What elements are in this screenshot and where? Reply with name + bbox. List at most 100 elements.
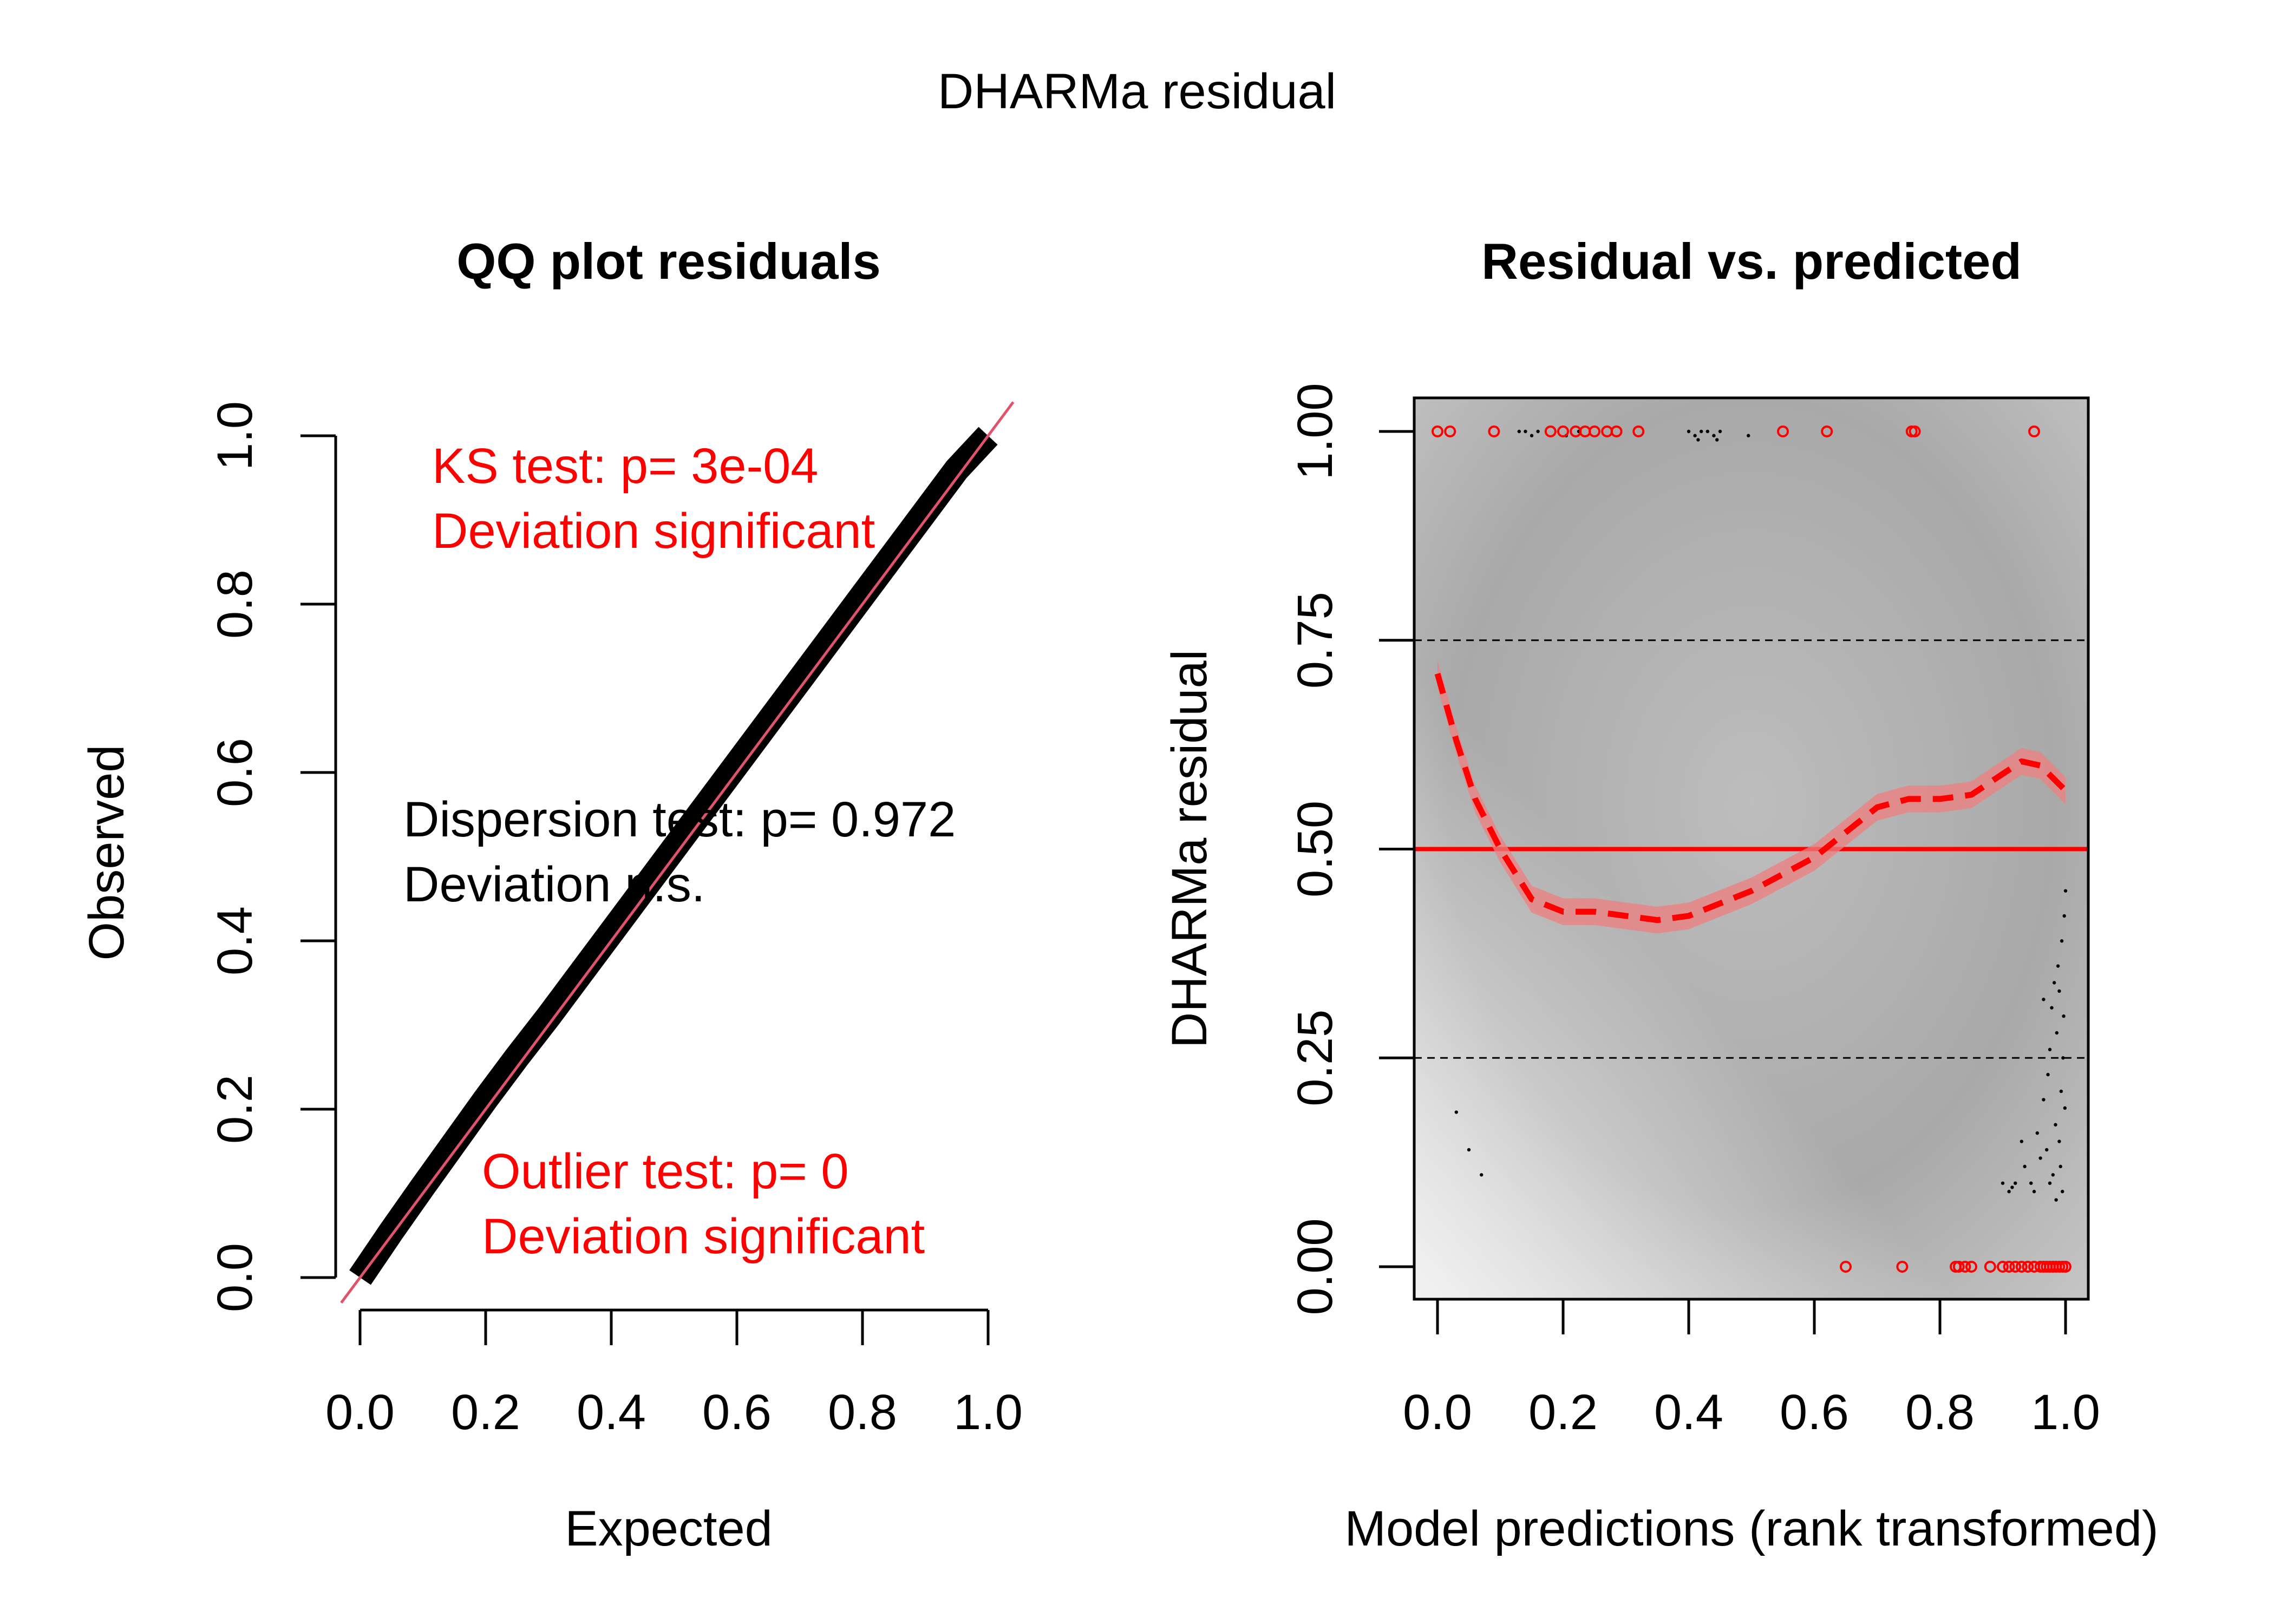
qq-x-axis: 0.0 0.2 0.4 0.6 0.8 1.0 bbox=[325, 1308, 1023, 1440]
residual-point bbox=[2032, 1189, 2036, 1194]
smooth-quantile-line bbox=[1434, 673, 2068, 924]
qq-y-tick-label: 0.8 bbox=[207, 569, 263, 639]
outlier-point-bottom bbox=[1984, 1261, 1996, 1273]
residual-point bbox=[2014, 1181, 2017, 1185]
outlier-point-bottom bbox=[1997, 1261, 2009, 1273]
residual-point bbox=[1517, 429, 1521, 434]
outlier-point-bottom bbox=[2003, 1261, 2015, 1273]
residual-y-tick-label: 0.75 bbox=[1288, 592, 1343, 689]
residual-point bbox=[2059, 1164, 2062, 1169]
residual-point bbox=[2056, 964, 2060, 968]
outlier-point-bottom bbox=[2022, 1261, 2034, 1273]
residual-title: Residual vs. predicted bbox=[1481, 233, 2022, 290]
qq-x-tick-label: 0.4 bbox=[577, 1385, 646, 1440]
residual-point bbox=[2059, 1089, 2063, 1093]
qq-x-label: Expected bbox=[565, 1501, 773, 1556]
residual-point bbox=[2010, 1186, 2014, 1189]
residual-point bbox=[1693, 434, 1697, 437]
residual-point bbox=[1696, 438, 1700, 442]
residual-point bbox=[2020, 1140, 2023, 1143]
outlier-point-top bbox=[1632, 425, 1645, 437]
residual-point bbox=[2061, 1189, 2064, 1194]
residual-point bbox=[2063, 1106, 2067, 1110]
outlier-point-bottom bbox=[2060, 1261, 2072, 1273]
qq-x-tick-label: 0.2 bbox=[451, 1385, 520, 1440]
qq-y-tick-label: 0.2 bbox=[207, 1075, 263, 1144]
residual-y-label: DHARMa residual bbox=[1162, 650, 1217, 1048]
residual-point bbox=[2062, 1014, 2066, 1018]
residual-point bbox=[2052, 981, 2056, 985]
residual-point bbox=[2062, 914, 2066, 918]
residual-point bbox=[2048, 1047, 2052, 1052]
residual-point bbox=[2045, 1148, 2049, 1152]
qq-title: QQ plot residuals bbox=[456, 233, 881, 290]
residual-point bbox=[1454, 1110, 1458, 1114]
residual-y-tick-label: 0.50 bbox=[1288, 801, 1343, 898]
ks-deviation-text: Deviation significant bbox=[432, 503, 875, 559]
residual-x-tick-label: 0.8 bbox=[1905, 1385, 1975, 1440]
residual-point bbox=[2055, 1031, 2059, 1035]
qq-x-tick-label: 0.6 bbox=[702, 1385, 772, 1440]
outlier-point-top bbox=[1589, 425, 1600, 437]
residual-point bbox=[1467, 1148, 1471, 1152]
outlier-point-bottom bbox=[2015, 1261, 2028, 1273]
qq-y-axis: 0.0 0.2 0.4 0.6 0.8 1.0 bbox=[207, 401, 337, 1312]
residual-point bbox=[2057, 1140, 2061, 1143]
outlier-test-text: Outlier test: p= 0 bbox=[482, 1144, 849, 1199]
residual-panel: Residual vs. predicted 0.0 0.2 0.4 0.6 0.8 1.… bbox=[1162, 233, 2159, 1556]
residual-point bbox=[1712, 434, 1716, 437]
dispersion-deviation-text: Deviation n.s. bbox=[403, 857, 705, 912]
residual-point bbox=[1480, 1173, 1484, 1177]
residual-point bbox=[2023, 1164, 2027, 1169]
residual-point bbox=[2029, 1181, 2033, 1185]
outlier-point-bottom bbox=[1840, 1261, 1852, 1273]
residual-point bbox=[2038, 1156, 2042, 1160]
residual-x-tick-label: 0.6 bbox=[1780, 1385, 1849, 1440]
residual-point bbox=[2057, 989, 2061, 993]
residual-x-tick-label: 0.0 bbox=[1403, 1385, 1472, 1440]
outlier-point-bottom bbox=[1896, 1261, 1909, 1273]
residual-point bbox=[2001, 1181, 2005, 1185]
residual-point bbox=[2046, 1072, 2050, 1077]
qq-y-tick-label: 0.6 bbox=[207, 738, 263, 807]
residual-point bbox=[1536, 429, 1540, 434]
residual-point bbox=[1747, 434, 1750, 437]
residual-point bbox=[2061, 1056, 2065, 1060]
residual-x-tick-label: 1.0 bbox=[2031, 1385, 2100, 1440]
outlier-point-top bbox=[1557, 425, 1569, 437]
qq-y-tick-label: 1.0 bbox=[207, 401, 263, 470]
residual-x-axis: 0.0 0.2 0.4 0.6 0.8 1.0 bbox=[1403, 1298, 2100, 1440]
outlier-point-top bbox=[1821, 425, 1833, 437]
residual-point bbox=[2035, 1131, 2039, 1135]
residual-point bbox=[2060, 939, 2064, 943]
dispersion-test-text: Dispersion test: p= 0.972 bbox=[403, 792, 956, 847]
dispersion-annotation: Dispersion test: p= 0.972 Deviation n.s. bbox=[403, 792, 956, 912]
residual-point bbox=[1524, 429, 1527, 434]
residual-point bbox=[1700, 429, 1703, 434]
outlier-point-bottom bbox=[1952, 1261, 1965, 1273]
qq-y-tick-label: 0.4 bbox=[207, 906, 263, 975]
residual-point bbox=[1718, 429, 1722, 434]
outlier-point-bottom bbox=[1959, 1261, 1971, 1273]
residual-point bbox=[2054, 1123, 2057, 1127]
residual-point bbox=[2007, 1189, 2011, 1194]
residual-point bbox=[2063, 889, 2068, 893]
residual-point bbox=[2051, 1173, 2055, 1177]
residual-point bbox=[1715, 438, 1719, 442]
outlier-deviation-text: Deviation significant bbox=[482, 1209, 925, 1264]
qq-x-tick-label: 0.8 bbox=[828, 1385, 897, 1440]
outlier-point-top bbox=[1432, 425, 1443, 437]
qq-plot-area bbox=[340, 401, 1015, 1304]
residual-x-tick-label: 0.4 bbox=[1654, 1385, 1723, 1440]
residual-x-tick-label: 0.2 bbox=[1528, 1385, 1598, 1440]
outlier-point-top bbox=[1544, 425, 1557, 437]
outlier-point-top bbox=[2028, 425, 2040, 437]
qq-x-tick-label: 1.0 bbox=[953, 1385, 1023, 1440]
qq-x-tick-label: 0.0 bbox=[325, 1385, 395, 1440]
qq-residual-points bbox=[349, 427, 998, 1285]
residual-point bbox=[2048, 1181, 2052, 1185]
outlier-point-bottom bbox=[2009, 1261, 2022, 1273]
residual-point bbox=[2050, 1006, 2054, 1010]
residual-y-tick-label: 0.00 bbox=[1288, 1218, 1343, 1315]
